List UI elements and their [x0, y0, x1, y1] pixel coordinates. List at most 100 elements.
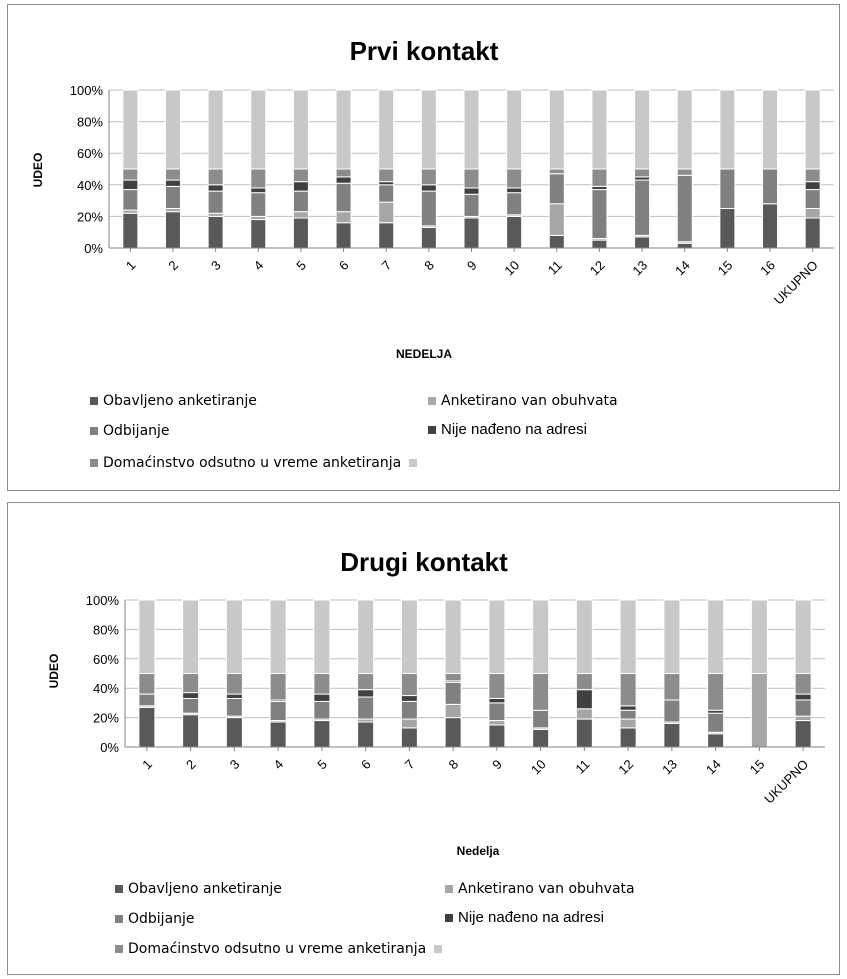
x-tick-label: 4 [271, 757, 287, 773]
bar-segment [506, 215, 523, 249]
bar-segment [400, 695, 418, 702]
bar-segment [250, 192, 267, 217]
bar-segment [420, 226, 437, 249]
bar-segment [804, 208, 821, 219]
bar-segment [794, 599, 812, 674]
legend-swatch [90, 397, 98, 405]
bar-segment [804, 89, 821, 170]
bar-segment [225, 697, 243, 717]
bar-segment [250, 168, 267, 189]
bar-segment [313, 700, 331, 720]
bar-segment [548, 173, 565, 205]
legend-label: Obavljeno anketiranje [128, 881, 282, 897]
x-tick-label: 8 [446, 757, 462, 773]
bar-segment [225, 599, 243, 674]
bar-segment [506, 89, 523, 170]
bar-segment [488, 702, 506, 722]
y-tick-label: 20% [93, 711, 119, 726]
bar-segment [762, 203, 779, 249]
legend-swatch [90, 427, 98, 435]
bar-segment [335, 168, 352, 178]
bar-segment [292, 190, 309, 213]
bar-segment [225, 673, 243, 695]
x-tick-label: 12 [615, 757, 636, 778]
legend-label: Anketirano van obuhvata [458, 881, 635, 897]
x-tick-label: 12 [587, 258, 608, 279]
bar-segment [378, 184, 395, 203]
bar-segment [463, 168, 480, 189]
bar-segment [463, 89, 480, 170]
legend-label: Anketirano van obuhvata [441, 393, 618, 409]
bar-segment [762, 168, 779, 205]
chart-drugi-kontakt: Drugi kontakt UDEO Nedelja 0% 20% 40% 60% 80… [47, 547, 825, 858]
x-tick-label: 15 [715, 258, 736, 279]
legend-item: Odbijanje [115, 911, 195, 927]
x-tick-label: 6 [358, 757, 374, 773]
bar-segment [138, 706, 156, 748]
y-tick-label: 40% [93, 681, 119, 696]
bar-segment [335, 176, 352, 184]
bar-segment [575, 718, 593, 748]
bar-segment [182, 714, 200, 748]
bar-segment [591, 189, 608, 240]
y-tick-label: 60% [77, 146, 103, 161]
y-tick-label: 60% [93, 652, 119, 667]
x-tick-label: 5 [314, 757, 330, 773]
y-tick-label: 80% [93, 622, 119, 637]
bar-segment [663, 673, 681, 701]
bar-segment [138, 693, 156, 707]
bar-segment [357, 721, 375, 748]
bar-segment [269, 673, 287, 701]
bar-segment [378, 201, 395, 224]
bar-segment [357, 673, 375, 691]
x-tick-label: 9 [489, 757, 505, 773]
bar-segment [463, 187, 480, 195]
bar-segment [164, 211, 181, 249]
bar-segment [532, 709, 550, 729]
legend-swatch [428, 397, 436, 405]
bar-segment [548, 234, 565, 249]
bar-segment [762, 89, 779, 170]
bar-segment [269, 700, 287, 722]
bar-segment [548, 89, 565, 170]
bar-segment [619, 673, 637, 707]
bar-segment [619, 718, 637, 729]
bar-segment [164, 179, 181, 187]
bar-segment [794, 673, 812, 695]
x-tick-label: 4 [251, 258, 267, 274]
bar-segment [400, 673, 418, 697]
x-tick-label: UKUPNO [771, 258, 821, 308]
bar-segment [182, 692, 200, 699]
y-tick-label: 40% [77, 178, 103, 193]
x-tick-label: 7 [379, 258, 395, 274]
bar-segment [378, 168, 395, 183]
x-tick-label: 11 [545, 258, 565, 278]
bar-segment [122, 179, 139, 191]
bar-segment [506, 192, 523, 216]
legend-item: Obavljeno anketiranje [90, 393, 257, 409]
bar-segment [182, 673, 200, 694]
bar-segment [207, 168, 224, 186]
bar-segment [634, 89, 651, 170]
bar-segment [122, 189, 139, 211]
bar-segment [575, 673, 593, 691]
bar-segment [269, 721, 287, 748]
bar-segment [250, 187, 267, 194]
chart-prvi-kontakt: Prvi kontakt UDEO NEDELJA 0% 20% 40% 60% 80%… [31, 36, 834, 361]
bar-segment [444, 717, 462, 748]
legend-item: Nije nađeno na adresi [445, 909, 604, 926]
bar-segment [663, 699, 681, 723]
bar-segment [182, 599, 200, 674]
bar-segment [532, 599, 550, 674]
bar-segment [804, 217, 821, 249]
bar-segment [420, 184, 437, 192]
bar-segment [164, 168, 181, 181]
bar-segment [164, 185, 181, 210]
bar-segment [250, 89, 267, 170]
bar-segment [400, 700, 418, 720]
x-tick-label: 13 [659, 757, 680, 778]
bar-segment [488, 599, 506, 674]
bar-segment [444, 681, 462, 705]
bar-segment [463, 193, 480, 217]
x-tick-label: 3 [227, 757, 243, 773]
